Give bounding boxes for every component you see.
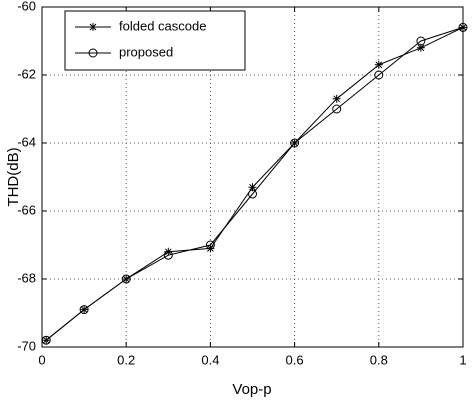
y-tick-label: -68 [17, 270, 36, 285]
x-tick-label: 0.8 [370, 352, 388, 367]
marker [374, 70, 384, 80]
marker [41, 335, 51, 345]
x-tick-label: 0.2 [117, 352, 135, 367]
y-tick-label: -60 [17, 0, 36, 13]
y-tick-label: -70 [17, 338, 36, 353]
y-tick-label: -64 [17, 134, 36, 149]
legend-label: folded cascode [119, 18, 206, 33]
marker [332, 104, 342, 114]
plot-frame [41, 6, 464, 348]
marker [206, 244, 215, 253]
marker [88, 48, 98, 58]
marker [458, 22, 468, 32]
y-tick-label: -66 [17, 202, 36, 217]
marker [290, 138, 300, 148]
x-tick-label: 0.6 [286, 352, 304, 367]
marker [79, 305, 89, 315]
marker [164, 247, 173, 256]
marker [374, 60, 383, 69]
x-tick-label: 0.4 [201, 352, 219, 367]
marker [416, 43, 425, 52]
marker [89, 23, 97, 31]
marker [332, 94, 341, 103]
marker [248, 183, 257, 192]
x-tick-label: 1 [459, 352, 466, 367]
x-tick-label: 0 [38, 352, 45, 367]
legend-label: proposed [119, 44, 173, 59]
marker [416, 36, 426, 46]
marker [248, 189, 257, 199]
y-axis-label: THD(dB) [5, 147, 22, 206]
marker [121, 274, 131, 284]
x-axis-label: Vop-p [232, 381, 271, 398]
marker [205, 240, 215, 250]
marker [163, 250, 173, 260]
legend-box [64, 10, 246, 71]
series-line [45, 26, 464, 341]
y-tick-label: -62 [17, 66, 36, 81]
